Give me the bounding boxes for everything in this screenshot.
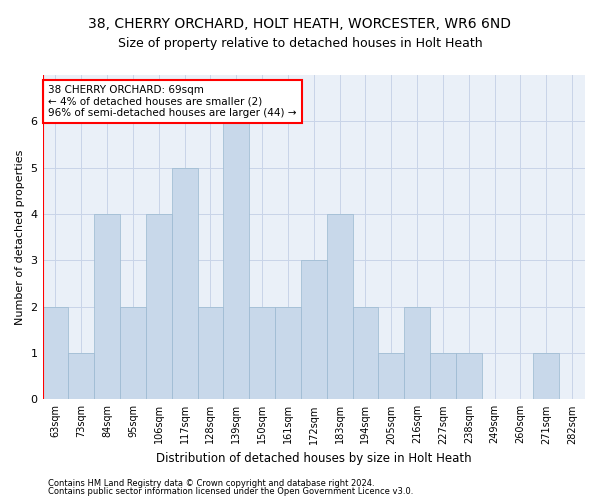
- Y-axis label: Number of detached properties: Number of detached properties: [15, 150, 25, 325]
- Bar: [301, 260, 326, 400]
- Bar: [223, 122, 249, 400]
- Text: Contains public sector information licensed under the Open Government Licence v3: Contains public sector information licen…: [48, 487, 413, 496]
- Bar: [249, 306, 275, 400]
- Text: Contains HM Land Registry data © Crown copyright and database right 2024.: Contains HM Land Registry data © Crown c…: [48, 478, 374, 488]
- Bar: [533, 353, 559, 400]
- Text: 38 CHERRY ORCHARD: 69sqm
← 4% of detached houses are smaller (2)
96% of semi-det: 38 CHERRY ORCHARD: 69sqm ← 4% of detache…: [48, 84, 296, 118]
- Bar: [120, 306, 146, 400]
- Bar: [146, 214, 172, 400]
- Bar: [275, 306, 301, 400]
- Bar: [379, 353, 404, 400]
- Bar: [68, 353, 94, 400]
- Bar: [197, 306, 223, 400]
- X-axis label: Distribution of detached houses by size in Holt Heath: Distribution of detached houses by size …: [156, 452, 472, 465]
- Bar: [43, 306, 68, 400]
- Bar: [353, 306, 379, 400]
- Bar: [94, 214, 120, 400]
- Bar: [456, 353, 482, 400]
- Bar: [430, 353, 456, 400]
- Bar: [326, 214, 353, 400]
- Text: 38, CHERRY ORCHARD, HOLT HEATH, WORCESTER, WR6 6ND: 38, CHERRY ORCHARD, HOLT HEATH, WORCESTE…: [89, 18, 511, 32]
- Bar: [404, 306, 430, 400]
- Text: Size of property relative to detached houses in Holt Heath: Size of property relative to detached ho…: [118, 38, 482, 51]
- Bar: [172, 168, 197, 400]
